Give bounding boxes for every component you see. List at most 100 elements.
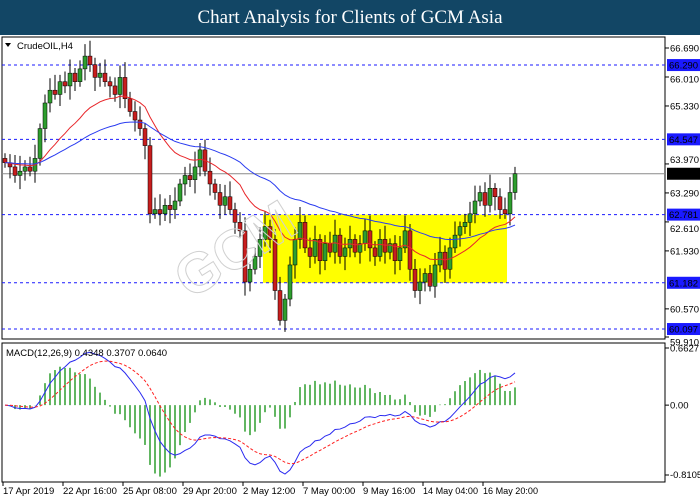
candle: [152, 209, 158, 215]
time-label: 14 May 04:00: [423, 486, 478, 497]
candle: [157, 209, 163, 215]
candle: [142, 128, 148, 146]
level-badge: [667, 323, 700, 336]
candle: [327, 243, 333, 253]
candle: [132, 111, 138, 121]
candle: [272, 239, 278, 291]
candle: [337, 234, 343, 257]
candle: [487, 187, 493, 206]
candle: [372, 247, 378, 257]
candle: [432, 264, 438, 287]
time-label: 29 Apr 20:00: [183, 486, 237, 497]
candle: [257, 239, 263, 257]
candle: [397, 247, 403, 261]
candle: [82, 55, 88, 70]
candle: [342, 247, 348, 257]
candle: [497, 196, 503, 210]
candle: [162, 205, 168, 215]
candle: [72, 72, 78, 82]
price-tick-label: 66.690: [670, 44, 699, 55]
level-badge: [667, 276, 700, 289]
candle: [242, 230, 248, 283]
macd-line: [4, 351, 516, 475]
candle: [417, 281, 423, 291]
candle: [172, 200, 178, 210]
candle: [47, 89, 53, 104]
candle: [367, 230, 373, 249]
time-label: 22 Apr 16:00: [63, 486, 117, 497]
candle: [482, 192, 488, 206]
time-label: 16 May 20:00: [483, 486, 538, 497]
macd-panel-frame: [1, 342, 666, 483]
dropdown-triangle-icon[interactable]: [5, 43, 11, 47]
candle: [147, 145, 153, 215]
candle: [182, 175, 188, 185]
candle: [462, 222, 468, 227]
candle: [197, 149, 203, 168]
price-tick-label: 60.570: [670, 304, 699, 315]
candle: [267, 226, 273, 240]
signal-line: [4, 360, 516, 465]
candle: [92, 64, 98, 78]
candle: [402, 230, 408, 249]
candle: [107, 81, 113, 87]
candle: [117, 77, 123, 95]
candle: [377, 239, 383, 257]
level-label: 61.182: [669, 278, 698, 289]
price-tick-label: 61.930: [670, 246, 699, 257]
candle: [37, 128, 43, 159]
price-tick-label: 63.290: [670, 188, 699, 199]
candle: [122, 77, 128, 99]
price-tick-label: 63.970: [670, 155, 699, 166]
candle: [262, 226, 268, 240]
candle: [502, 209, 508, 215]
level-badge: [667, 208, 700, 221]
candle: [332, 234, 338, 253]
price-chart[interactable]: 66.690 66.010 65.330 63.970 63.290 62.610 61.9…: [0, 35, 700, 500]
candle: [352, 239, 358, 253]
candle: [57, 81, 63, 95]
time-label: 25 Apr 08:00: [123, 486, 177, 497]
candle: [207, 170, 213, 185]
candle: [507, 192, 513, 215]
candle: [442, 251, 448, 270]
symbol-label: CrudeOIL,H4: [17, 41, 73, 52]
candle: [27, 166, 33, 172]
level-badge: [667, 59, 700, 72]
candle: [422, 273, 428, 283]
candle: [392, 243, 398, 261]
candle: [297, 222, 303, 240]
macd-tick-label: 0.00: [670, 401, 689, 412]
candle: [67, 72, 73, 87]
candle: [212, 183, 218, 193]
candle: [407, 230, 413, 270]
candle: [237, 222, 243, 232]
candle: [307, 247, 313, 257]
price-tick-label: 59.910: [670, 338, 699, 349]
time-label: 2 May 12:00: [243, 486, 295, 497]
candle: [452, 234, 458, 249]
candle: [357, 243, 363, 253]
candle: [302, 222, 308, 249]
candle: [492, 187, 498, 198]
candle: [52, 89, 58, 95]
candle: [217, 192, 223, 206]
level-label: 66.290: [669, 61, 698, 72]
page-title: Chart Analysis for Clients of GCM Asia: [0, 0, 700, 35]
price-tick-label: 62.610: [670, 224, 699, 235]
candle: [2, 158, 8, 163]
candle: [192, 166, 198, 180]
level-label: 64.547: [669, 135, 698, 146]
candle: [472, 200, 478, 215]
moving-average-line: [4, 95, 516, 261]
level-label: 62.781: [669, 210, 698, 221]
time-label: 17 Apr 2019: [3, 486, 54, 497]
candle: [42, 102, 48, 129]
candle: [362, 230, 368, 244]
candle: [382, 239, 388, 253]
macd-tick-label: 0.6627: [670, 344, 699, 355]
candle: [167, 205, 173, 210]
candle: [232, 209, 238, 223]
current-price-label: 63.740: [669, 169, 698, 180]
candle: [412, 268, 418, 291]
